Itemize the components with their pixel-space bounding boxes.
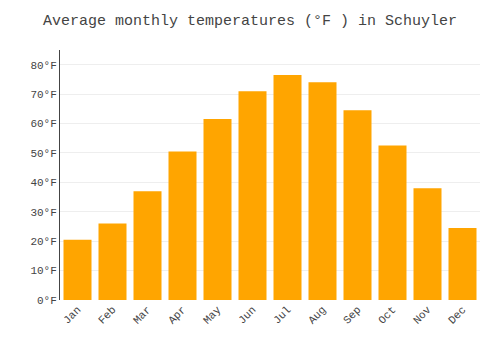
svg-text:Sep: Sep	[341, 304, 363, 326]
svg-text:Feb: Feb	[96, 304, 118, 326]
svg-text:Aug: Aug	[306, 304, 328, 326]
svg-text:May: May	[201, 304, 224, 327]
svg-text:0°F: 0°F	[37, 295, 57, 307]
svg-text:30°F: 30°F	[30, 207, 56, 219]
svg-text:80°F: 80°F	[30, 60, 56, 72]
svg-text:20°F: 20°F	[30, 236, 56, 248]
svg-text:70°F: 70°F	[30, 89, 56, 101]
svg-text:Oct: Oct	[376, 304, 398, 326]
svg-text:Jun: Jun	[236, 304, 258, 326]
svg-text:Jul: Jul	[271, 304, 293, 326]
svg-text:60°F: 60°F	[30, 118, 56, 130]
svg-text:40°F: 40°F	[30, 177, 56, 189]
svg-text:Mar: Mar	[131, 304, 153, 326]
svg-text:Average monthly temperatures (: Average monthly temperatures (°F ) in Sc…	[43, 13, 457, 30]
svg-text:Dec: Dec	[446, 304, 468, 326]
svg-text:10°F: 10°F	[30, 265, 56, 277]
svg-text:50°F: 50°F	[30, 148, 56, 160]
svg-text:Nov: Nov	[411, 304, 434, 327]
svg-text:Jan: Jan	[61, 304, 83, 326]
svg-text:Apr: Apr	[166, 304, 188, 326]
